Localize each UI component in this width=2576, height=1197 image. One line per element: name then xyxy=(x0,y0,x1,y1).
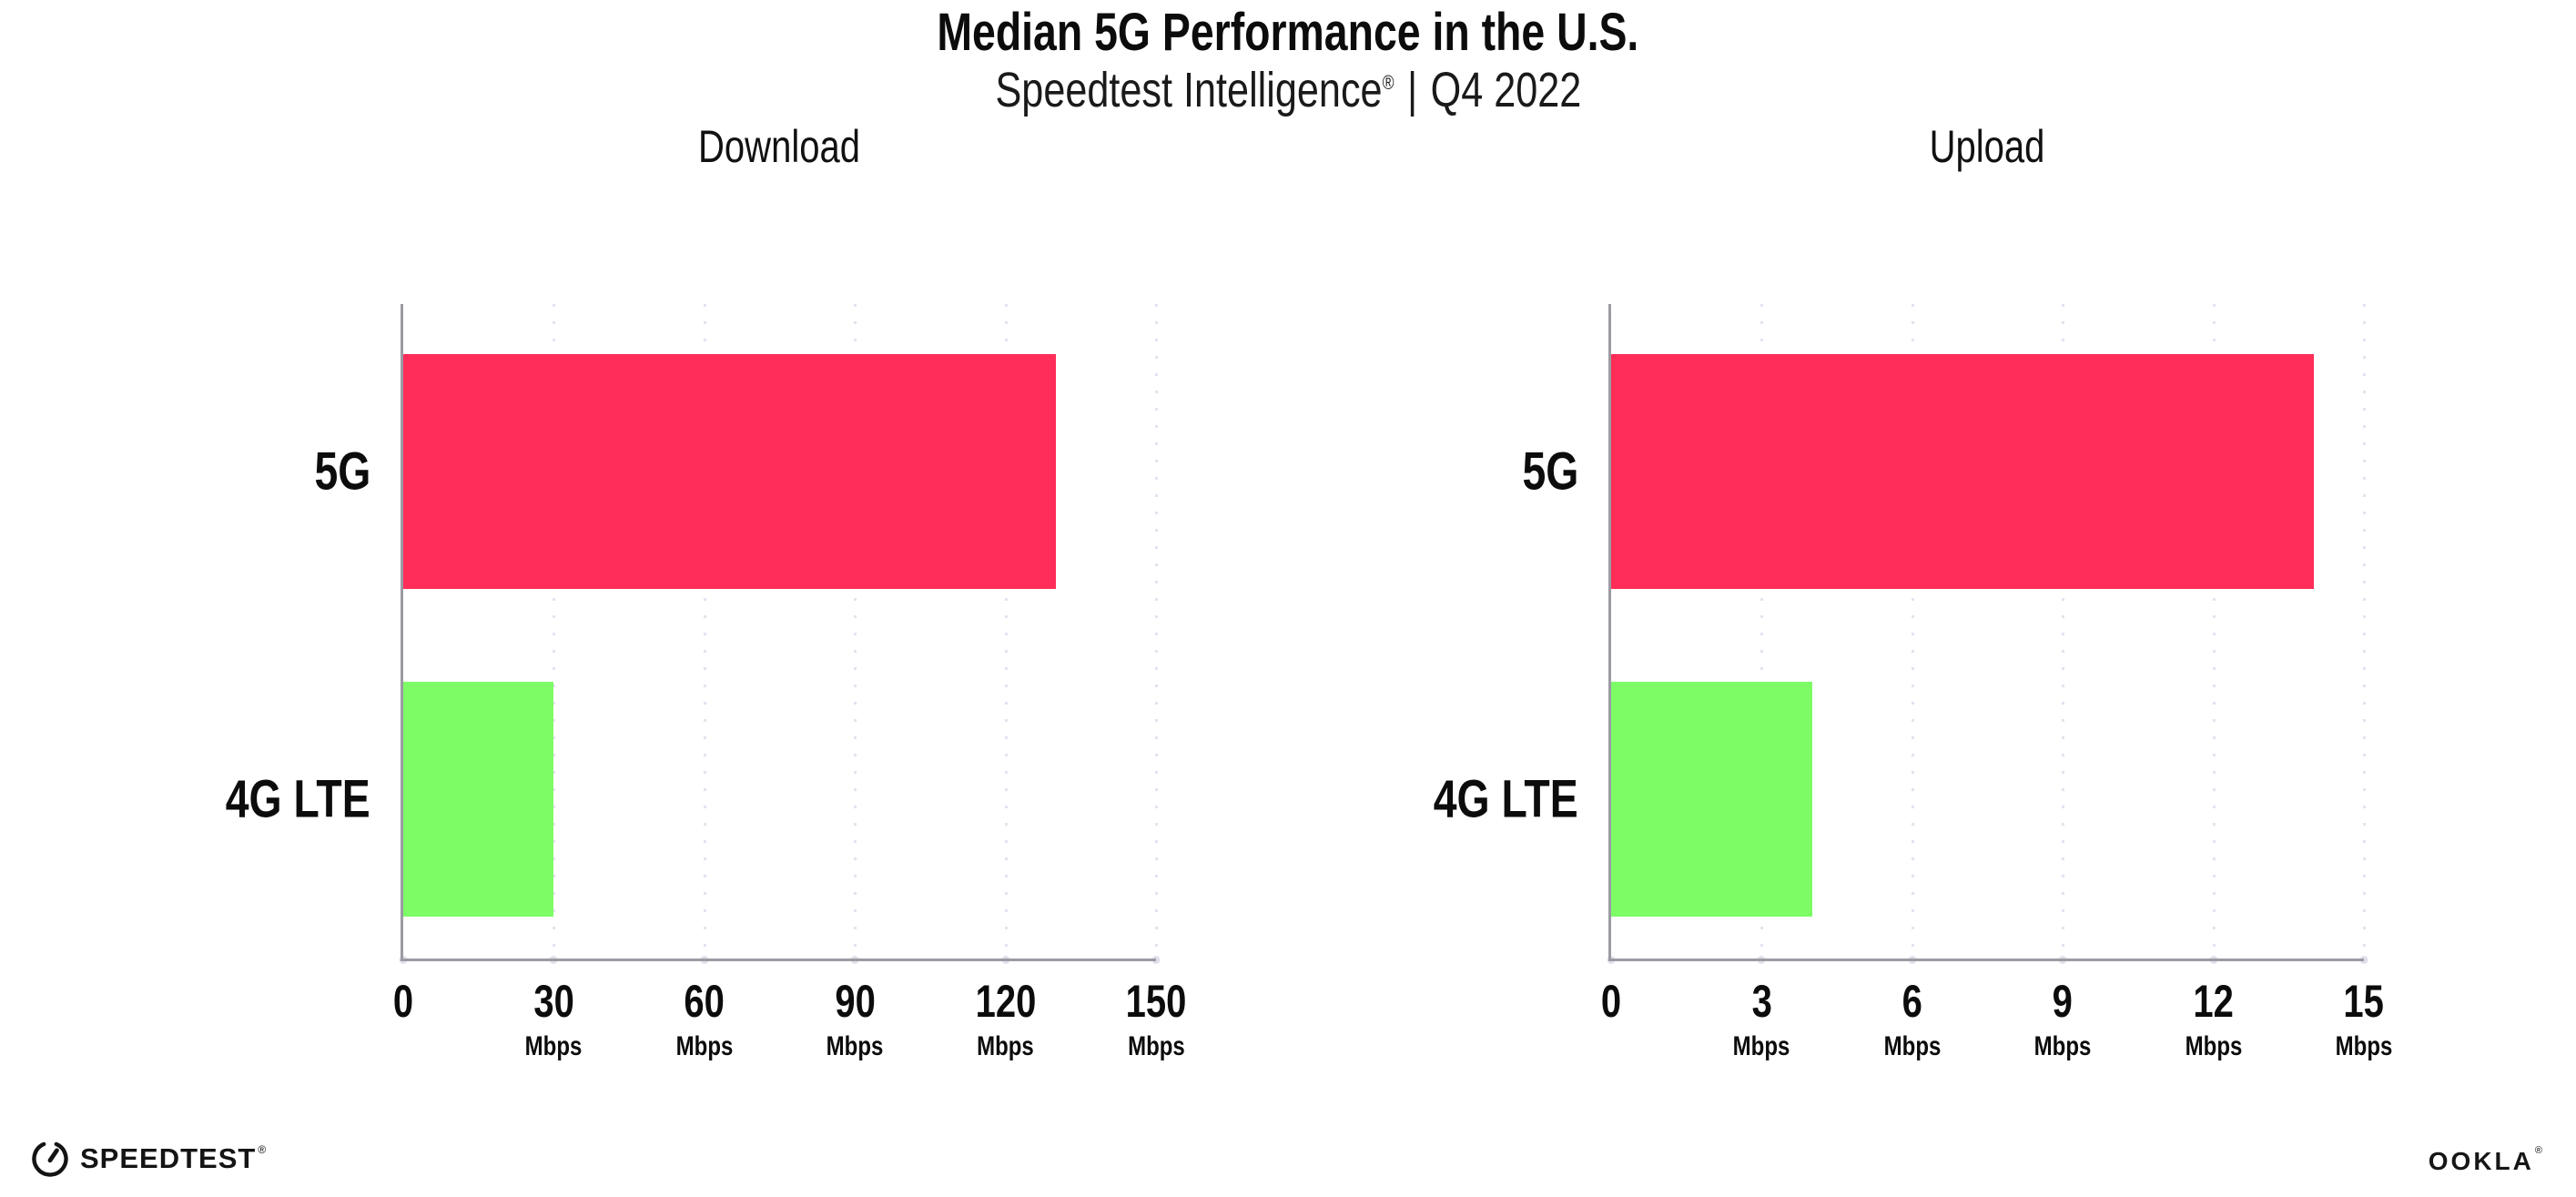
download-chart-title: Download xyxy=(698,121,860,172)
x-tick-unit: Mbps xyxy=(2033,1031,2092,1061)
x-tick-unit: Mbps xyxy=(675,1031,734,1061)
speedtest-registered-icon: ® xyxy=(258,1143,267,1156)
gridline-9 xyxy=(2062,304,2065,959)
x-tick-value: 150 xyxy=(1125,976,1187,1027)
x-tick-value: 6 xyxy=(1902,976,1922,1027)
x-tick-label-15: 15 Mbps xyxy=(2328,979,2399,1060)
category-label: 5G xyxy=(300,441,370,502)
speedtest-logo: SPEEDTEST ® xyxy=(31,1140,267,1178)
gridline-6 xyxy=(1911,304,1914,959)
x-tick-value: 3 xyxy=(1751,976,1772,1027)
gridline-12 xyxy=(2212,304,2216,959)
x-tick-label-9: 9 Mbps xyxy=(2027,979,2098,1060)
subtitle-brand: Speedtest Intelligence xyxy=(995,63,1383,117)
x-tick-unit: Mbps xyxy=(1733,1031,1790,1061)
x-tick-label-0: 0 xyxy=(1598,979,1624,1024)
x-tick-value: 90 xyxy=(834,976,876,1027)
x-tick-label-12: 12 Mbps xyxy=(2177,979,2248,1060)
x-tick-unit: Mbps xyxy=(2185,1031,2242,1061)
x-tick-value: 120 xyxy=(975,976,1036,1027)
x-tick-value: 9 xyxy=(2053,976,2074,1027)
category-label: 4G LTE xyxy=(1397,769,1578,830)
x-tick-value: 0 xyxy=(1600,976,1622,1027)
ookla-registered-icon: ® xyxy=(2534,1145,2542,1156)
gridline-60 xyxy=(703,304,706,959)
axis-tick-dot xyxy=(1151,956,1161,964)
upload-plot-area: 0 3 Mbps 6 Mbps 9 Mbps 12 Mbps 15 Mbps 5G 4G LTE xyxy=(1434,304,2392,1060)
download-bar-4g-lte xyxy=(403,682,554,917)
category-label: 4G LTE xyxy=(189,769,370,830)
gauge-icon xyxy=(32,1141,68,1177)
x-tick-label-120: 120 Mbps xyxy=(968,979,1043,1060)
gridline-120 xyxy=(1004,304,1008,959)
ookla-wordmark: OOKLA xyxy=(2428,1147,2534,1175)
x-tick-value: 0 xyxy=(392,976,414,1027)
page-subtitle: Speedtest Intelligence® | Q4 2022 xyxy=(0,62,2576,118)
x-axis-line xyxy=(1608,959,2364,961)
x-tick-unit: Mbps xyxy=(525,1031,583,1061)
axis-tick-dot xyxy=(2359,956,2368,964)
category-label: 5G xyxy=(1508,441,1578,502)
gridline-15 xyxy=(2363,304,2366,959)
upload-bar-5g xyxy=(1611,354,2314,589)
registered-trademark-icon: ® xyxy=(1382,71,1394,94)
category-label-5g: 5G xyxy=(314,441,370,502)
x-tick-value: 12 xyxy=(2193,976,2234,1027)
x-tick-label-30: 30 Mbps xyxy=(518,979,589,1060)
x-tick-label-6: 6 Mbps xyxy=(1877,979,1948,1060)
x-axis-line xyxy=(401,959,1156,961)
x-tick-value: 60 xyxy=(684,976,725,1027)
x-tick-unit: Mbps xyxy=(977,1031,1034,1061)
x-tick-unit: Mbps xyxy=(1883,1031,1942,1061)
upload-bar-4g-lte xyxy=(1611,682,1812,917)
speedtest-wordmark: SPEEDTEST xyxy=(80,1142,257,1174)
page-title-text: Median 5G Performance in the U.S. xyxy=(937,3,1639,62)
gridline-150 xyxy=(1155,304,1158,959)
y-axis-spine xyxy=(1608,304,1611,959)
x-tick-unit: Mbps xyxy=(1127,1031,1185,1061)
x-tick-unit: Mbps xyxy=(826,1031,884,1061)
x-tick-label-0: 0 xyxy=(390,979,416,1024)
x-tick-value: 30 xyxy=(533,976,574,1027)
x-tick-label-90: 90 Mbps xyxy=(819,979,890,1060)
download-plot-area: 0 30 Mbps 60 Mbps 90 Mbps 120 Mbps 150 Mbps 5G 4G LT… xyxy=(226,304,1186,1060)
x-tick-unit: Mbps xyxy=(2335,1031,2393,1061)
category-label-4g-lte: 4G LTE xyxy=(226,769,370,829)
x-tick-label-3: 3 Mbps xyxy=(1726,979,1797,1060)
subtitle-period: Q4 2022 xyxy=(1430,63,1581,117)
gridline-3 xyxy=(1760,304,1764,959)
ookla-logo: OOKLA ® xyxy=(2428,1145,2542,1176)
download-bar-5g xyxy=(403,354,1056,589)
category-label-4g-lte: 4G LTE xyxy=(1434,769,1578,829)
x-tick-label-60: 60 Mbps xyxy=(669,979,740,1060)
page-title: Median 5G Performance in the U.S. xyxy=(0,2,2576,63)
upload-chart-title: Upload xyxy=(1929,121,2045,172)
x-tick-label-150: 150 Mbps xyxy=(1118,979,1193,1060)
category-label-5g: 5G xyxy=(1522,441,1578,502)
gridline-30 xyxy=(553,304,556,959)
x-tick-value: 15 xyxy=(2343,976,2385,1027)
y-axis-spine xyxy=(401,304,403,959)
subtitle-separator: | xyxy=(1406,63,1417,117)
gridline-90 xyxy=(854,304,857,959)
